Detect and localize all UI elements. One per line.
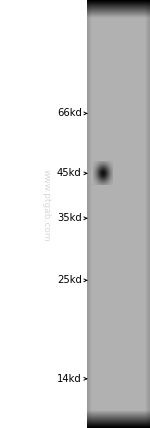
Text: 45kd: 45kd xyxy=(57,168,82,178)
Text: 35kd: 35kd xyxy=(57,213,82,223)
Text: www.ptgab.com: www.ptgab.com xyxy=(42,169,51,242)
Text: 25kd: 25kd xyxy=(57,275,82,285)
Text: 66kd: 66kd xyxy=(57,108,82,119)
Text: 14kd: 14kd xyxy=(57,374,82,384)
